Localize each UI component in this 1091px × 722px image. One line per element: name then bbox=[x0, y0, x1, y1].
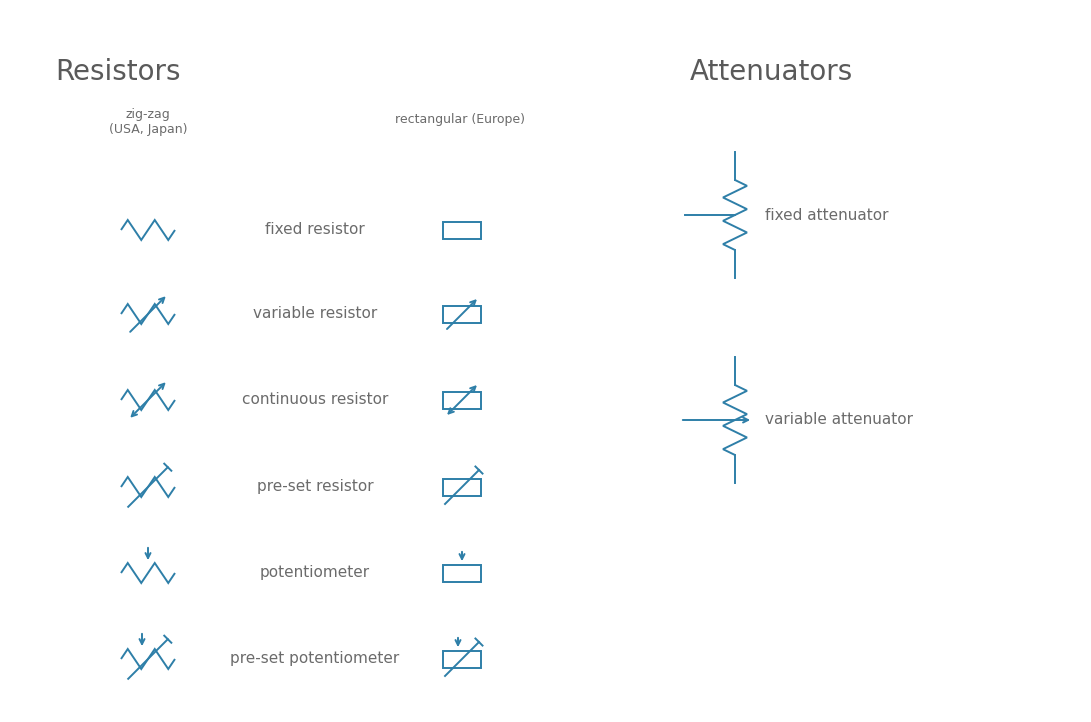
Text: continuous resistor: continuous resistor bbox=[242, 393, 388, 407]
Text: pre-set potentiometer: pre-set potentiometer bbox=[230, 651, 399, 666]
Bar bbox=[443, 651, 481, 668]
Text: pre-set resistor: pre-set resistor bbox=[256, 479, 373, 495]
Bar bbox=[443, 565, 481, 581]
Text: Attenuators: Attenuators bbox=[690, 58, 853, 86]
Text: zig-zag
(USA, Japan): zig-zag (USA, Japan) bbox=[109, 108, 188, 136]
Text: Resistors: Resistors bbox=[55, 58, 180, 86]
Text: variable attenuator: variable attenuator bbox=[765, 412, 913, 427]
Text: rectangular (Europe): rectangular (Europe) bbox=[395, 113, 525, 126]
Text: fixed attenuator: fixed attenuator bbox=[765, 207, 888, 222]
Text: potentiometer: potentiometer bbox=[260, 565, 370, 580]
Bar bbox=[443, 479, 481, 495]
Text: fixed resistor: fixed resistor bbox=[265, 222, 364, 238]
Bar bbox=[443, 305, 481, 323]
Bar bbox=[443, 222, 481, 238]
Text: variable resistor: variable resistor bbox=[253, 307, 377, 321]
Bar bbox=[443, 391, 481, 409]
